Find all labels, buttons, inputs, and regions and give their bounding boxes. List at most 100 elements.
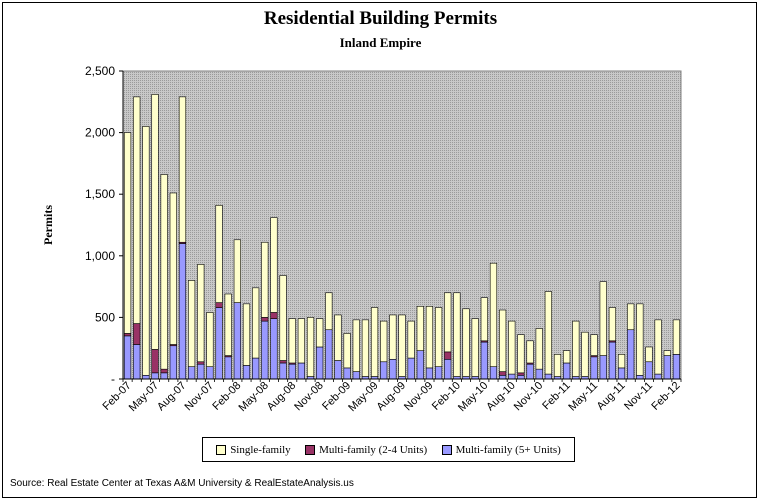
bar-single-family [252, 287, 260, 359]
y-axis-label: Permits [41, 205, 55, 245]
bar-multi-2-4 [279, 360, 287, 364]
bar-multi-2-4 [499, 371, 507, 376]
bar-multi-5plus [544, 373, 552, 380]
bar-multi-5plus [489, 366, 498, 380]
bar-multi-5plus [663, 355, 671, 380]
bar-multi-2-4 [151, 349, 159, 374]
bar-multi-5plus [425, 367, 434, 380]
legend: Single-family Multi-family (2-4 Units) Mul… [202, 437, 575, 462]
bar-single-family [453, 292, 461, 377]
bar-single-family [517, 334, 525, 374]
bar-single-family [480, 297, 488, 342]
bar-single-family [581, 331, 589, 377]
bar-single-family [416, 306, 424, 351]
bar-multi-5plus [279, 362, 287, 380]
bar-single-family [261, 241, 269, 318]
bar-multi-5plus [352, 371, 360, 380]
bar-multi-5plus [270, 318, 278, 380]
bar-single-family [599, 281, 607, 356]
source-note: Source: Real Estate Center at Texas A&M … [10, 478, 354, 489]
bar-single-family [617, 354, 626, 369]
legend-label: Single-family [230, 443, 291, 456]
y-tick-label: 2,500 [85, 64, 115, 78]
bar-multi-5plus [645, 361, 653, 380]
x-tick-label: May-11 [566, 380, 600, 414]
bar-multi-5plus [178, 243, 187, 380]
bar-multi-5plus [535, 368, 543, 380]
bar-multi-5plus [617, 367, 626, 380]
bar-multi-5plus [389, 358, 397, 380]
bar-multi-5plus [133, 344, 141, 380]
bar-single-family [123, 132, 132, 334]
x-tick-label: Nov-11 [622, 380, 655, 413]
bar-multi-5plus [151, 372, 159, 380]
bar-multi-5plus [380, 361, 388, 380]
bar-multi-5plus [261, 320, 269, 380]
bar-single-family [361, 319, 370, 377]
bar-single-family [444, 292, 452, 353]
bar-single-family [178, 96, 187, 243]
x-tick-label: May-09 [346, 380, 380, 414]
chart-title: Residential Building Permits [263, 8, 498, 29]
bar-single-family [306, 317, 315, 377]
bar-multi-5plus [526, 363, 534, 380]
x-tick-label: Feb-12 [649, 380, 682, 413]
bar-single-family [462, 308, 470, 377]
bar-single-family [389, 314, 397, 360]
bar-multi-5plus [297, 362, 305, 380]
bar-multi-2-4 [261, 317, 269, 322]
bar-multi-5plus [499, 374, 507, 380]
legend-item: Multi-family (5+ Units) [441, 444, 561, 456]
bar-multi-5plus [123, 335, 132, 380]
x-tick-label: May-07 [127, 380, 161, 414]
legend-item: Multi-family (2-4 Units) [305, 444, 427, 456]
bar-single-family [544, 291, 552, 375]
y-tick-label: 500 [95, 310, 115, 324]
bar-multi-2-4 [517, 372, 525, 376]
legend-swatch [305, 444, 316, 455]
bar-single-family [572, 320, 580, 377]
bar-multi-5plus [325, 329, 333, 380]
bar-multi-5plus [434, 366, 443, 380]
x-tick-label: Nov-10 [512, 380, 546, 414]
y-tick-label: 2,000 [85, 126, 115, 140]
bar-single-family [672, 319, 681, 355]
bar-single-family [654, 319, 662, 375]
bar-multi-2-4 [197, 361, 205, 365]
bar-multi-5plus [480, 341, 488, 380]
bar-single-family [242, 303, 251, 366]
bar-multi-5plus [224, 356, 232, 380]
bar-single-family [224, 293, 232, 356]
bar-single-family [563, 350, 571, 364]
bar-multi-5plus [288, 363, 296, 380]
y-tick-label: - [111, 372, 115, 386]
bar-single-family [590, 334, 598, 356]
bar-multi-5plus [444, 358, 452, 380]
x-tick-label: Nov-08 [292, 380, 326, 414]
bar-single-family [627, 303, 635, 331]
bar-single-family [206, 312, 214, 367]
x-tick-label: Aug-07 [155, 380, 189, 414]
bar-single-family [380, 320, 388, 363]
bar-multi-2-4 [123, 333, 132, 337]
bar-single-family [407, 320, 415, 359]
bar-multi-2-4 [160, 368, 168, 374]
bar-single-family [553, 354, 562, 377]
x-tick-label: Aug-08 [265, 380, 299, 414]
bar-single-family [434, 307, 443, 367]
x-tick-label: Nov-07 [182, 380, 216, 414]
bar-single-family [188, 280, 196, 367]
bar-multi-5plus [599, 355, 607, 380]
bar-multi-5plus [343, 367, 351, 380]
bar-single-family [142, 126, 150, 376]
bar-single-family [352, 319, 360, 372]
bar-multi-5plus [416, 350, 424, 380]
bar-multi-5plus [252, 357, 260, 380]
bar-multi-5plus [590, 356, 598, 380]
bar-single-family [645, 346, 653, 363]
bar-multi-2-4 [444, 351, 452, 360]
bar-single-family [233, 239, 241, 303]
bar-single-family [279, 275, 287, 361]
bar-multi-5plus [206, 366, 214, 380]
